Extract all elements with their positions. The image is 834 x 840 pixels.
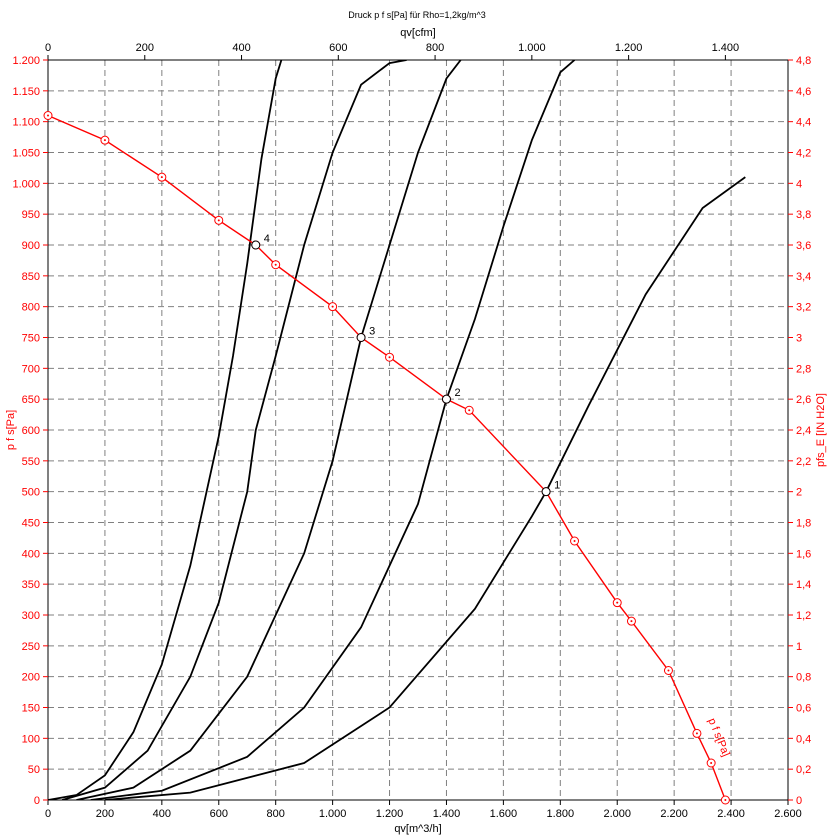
svg-text:2,2: 2,2 <box>796 456 811 468</box>
svg-text:0,4: 0,4 <box>796 733 811 745</box>
svg-text:1,6: 1,6 <box>796 548 811 560</box>
svg-text:500: 500 <box>22 487 40 499</box>
svg-text:0,8: 0,8 <box>796 672 811 684</box>
svg-text:1: 1 <box>796 641 802 653</box>
svg-text:1.200: 1.200 <box>12 55 40 67</box>
svg-text:Druck p f s[Pa] für Rho=1,2kg/: Druck p f s[Pa] für Rho=1,2kg/m^3 <box>348 10 486 20</box>
svg-text:2,8: 2,8 <box>796 363 811 375</box>
svg-text:1.050: 1.050 <box>12 148 40 160</box>
svg-text:4,8: 4,8 <box>796 55 811 67</box>
svg-text:250: 250 <box>22 641 40 653</box>
svg-text:750: 750 <box>22 333 40 345</box>
svg-text:4: 4 <box>264 233 270 245</box>
svg-text:0: 0 <box>45 42 51 54</box>
svg-text:200: 200 <box>22 672 40 684</box>
svg-text:qv[m^3/h]: qv[m^3/h] <box>394 823 441 835</box>
svg-text:1: 1 <box>554 480 560 492</box>
svg-text:800: 800 <box>267 808 285 820</box>
svg-text:200: 200 <box>136 42 154 54</box>
svg-text:2.600: 2.600 <box>774 808 802 820</box>
svg-text:450: 450 <box>22 518 40 530</box>
svg-text:400: 400 <box>232 42 250 54</box>
svg-text:2: 2 <box>454 387 460 399</box>
svg-text:0: 0 <box>34 795 40 807</box>
svg-text:1.600: 1.600 <box>490 808 518 820</box>
svg-text:400: 400 <box>153 808 171 820</box>
svg-text:p f s[Pa]: p f s[Pa] <box>5 410 17 450</box>
svg-text:2.000: 2.000 <box>603 808 631 820</box>
svg-text:950: 950 <box>22 209 40 221</box>
svg-text:1.150: 1.150 <box>12 86 40 98</box>
svg-text:4,6: 4,6 <box>796 86 811 98</box>
svg-text:3: 3 <box>369 326 375 338</box>
svg-text:350: 350 <box>22 579 40 591</box>
pressure-flow-chart: Druck p f s[Pa] für Rho=1,2kg/m^30200400… <box>0 0 834 840</box>
svg-text:1.800: 1.800 <box>547 808 575 820</box>
svg-text:0: 0 <box>45 808 51 820</box>
svg-text:1,8: 1,8 <box>796 518 811 530</box>
svg-text:3: 3 <box>796 333 802 345</box>
svg-text:4,2: 4,2 <box>796 148 811 160</box>
svg-text:2,4: 2,4 <box>796 425 811 437</box>
svg-text:100: 100 <box>22 733 40 745</box>
svg-text:2.200: 2.200 <box>660 808 688 820</box>
svg-text:pfs_E [IN H2O]: pfs_E [IN H2O] <box>815 393 827 467</box>
svg-text:1.100: 1.100 <box>12 117 40 129</box>
svg-text:400: 400 <box>22 548 40 560</box>
svg-text:600: 600 <box>210 808 228 820</box>
svg-text:1.200: 1.200 <box>376 808 404 820</box>
svg-text:1.400: 1.400 <box>433 808 461 820</box>
svg-text:800: 800 <box>426 42 444 54</box>
svg-text:550: 550 <box>22 456 40 468</box>
svg-text:50: 50 <box>28 764 40 776</box>
svg-text:650: 650 <box>22 394 40 406</box>
svg-text:600: 600 <box>22 425 40 437</box>
svg-text:3,8: 3,8 <box>796 209 811 221</box>
svg-text:700: 700 <box>22 363 40 375</box>
svg-text:1,2: 1,2 <box>796 610 811 622</box>
svg-text:150: 150 <box>22 703 40 715</box>
svg-text:850: 850 <box>22 271 40 283</box>
svg-text:1.400: 1.400 <box>712 42 740 54</box>
svg-text:3,4: 3,4 <box>796 271 811 283</box>
svg-text:800: 800 <box>22 302 40 314</box>
svg-text:1.200: 1.200 <box>615 42 643 54</box>
svg-text:1.000: 1.000 <box>518 42 546 54</box>
svg-text:4,4: 4,4 <box>796 117 811 129</box>
svg-text:2.400: 2.400 <box>717 808 745 820</box>
svg-text:1.000: 1.000 <box>319 808 347 820</box>
svg-text:900: 900 <box>22 240 40 252</box>
chart-svg: Druck p f s[Pa] für Rho=1,2kg/m^30200400… <box>0 0 834 840</box>
svg-text:600: 600 <box>329 42 347 54</box>
svg-text:0: 0 <box>796 795 802 807</box>
svg-text:0,6: 0,6 <box>796 703 811 715</box>
svg-text:200: 200 <box>96 808 114 820</box>
svg-text:1.000: 1.000 <box>12 178 40 190</box>
svg-text:2,6: 2,6 <box>796 394 811 406</box>
svg-text:3,2: 3,2 <box>796 302 811 314</box>
svg-text:300: 300 <box>22 610 40 622</box>
svg-text:qv[cfm]: qv[cfm] <box>400 27 435 39</box>
svg-text:2: 2 <box>796 487 802 499</box>
svg-text:1,4: 1,4 <box>796 579 811 591</box>
svg-text:0,2: 0,2 <box>796 764 811 776</box>
svg-text:3,6: 3,6 <box>796 240 811 252</box>
svg-text:4: 4 <box>796 178 802 190</box>
